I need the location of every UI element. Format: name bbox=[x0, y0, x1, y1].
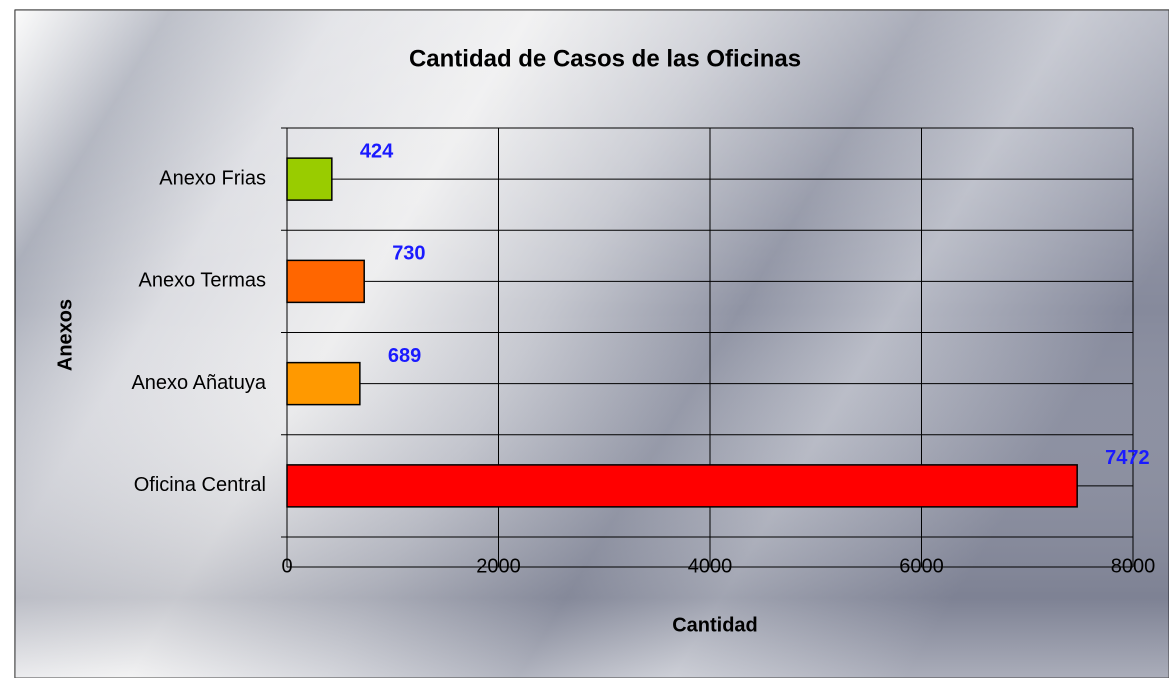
x-tick-label: 8000 bbox=[1111, 555, 1156, 577]
x-tick-label: 4000 bbox=[688, 555, 733, 577]
bar bbox=[286, 361, 361, 406]
chart-title: Cantidad de Casos de las Oficinas bbox=[409, 45, 801, 72]
data-label: 730 bbox=[392, 243, 425, 265]
y-axis-title: Anexos bbox=[54, 299, 76, 371]
x-tick-label: 6000 bbox=[899, 555, 944, 577]
x-tick-label: 0 bbox=[281, 555, 292, 577]
bar bbox=[286, 259, 365, 304]
x-tick-label: 2000 bbox=[476, 555, 521, 577]
data-label: 424 bbox=[360, 140, 394, 162]
y-tick-label: Anexo Añatuya bbox=[131, 372, 266, 394]
data-label: 689 bbox=[388, 345, 421, 367]
chart-shade bbox=[15, 10, 1169, 678]
y-tick-label: Oficina Central bbox=[134, 474, 266, 496]
y-tick-label: Anexo Frias bbox=[159, 167, 266, 189]
bar bbox=[286, 157, 333, 201]
y-tick-label: Anexo Termas bbox=[139, 270, 266, 292]
x-axis-title: Cantidad bbox=[672, 614, 758, 636]
bar bbox=[286, 464, 1078, 508]
data-label: 7472 bbox=[1105, 447, 1150, 469]
